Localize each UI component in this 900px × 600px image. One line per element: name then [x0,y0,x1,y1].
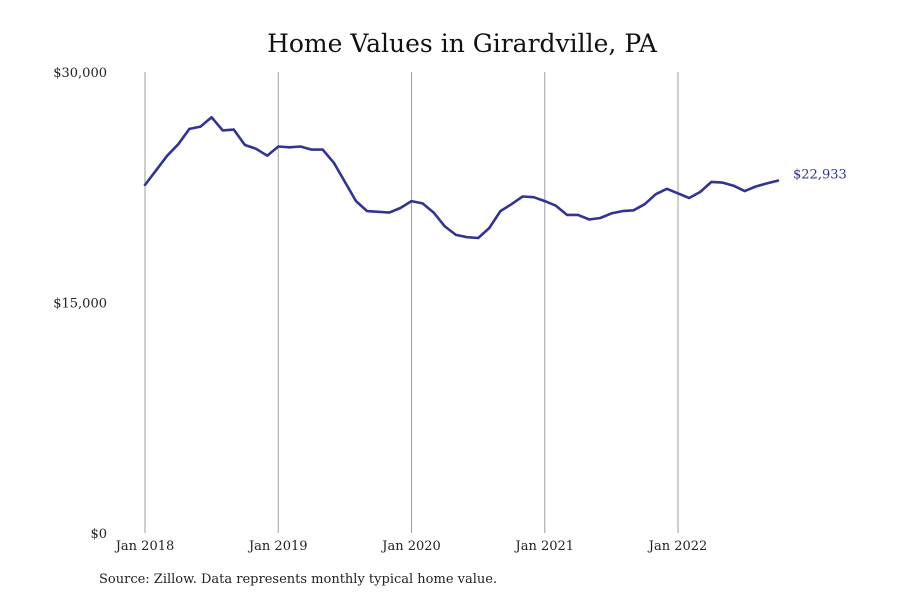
x-tick-label: Jan 2019 [247,539,308,554]
end-value-label: $22,933 [793,168,847,183]
y-tick-label: $30,000 [53,66,107,81]
x-tick-label: Jan 2020 [380,539,441,554]
y-tick-label: $0 [90,527,107,542]
y-axis-ticks: $30,000 $15,000 $0 [53,66,107,542]
source-note: Source: Zillow. Data represents monthly … [99,572,498,587]
x-axis-ticks: Jan 2018 Jan 2019 Jan 2020 Jan 2021 Jan 2022 [114,539,708,554]
y-tick-label: $15,000 [53,297,107,312]
x-tick-label: Jan 2021 [514,539,575,554]
grid-lines [144,72,679,533]
series-line-home-value [143,116,780,240]
x-tick-label: Jan 2018 [114,539,175,554]
chart-title: Home Values in Girardville, PA [267,29,658,58]
x-tick-label: Jan 2022 [647,539,708,554]
